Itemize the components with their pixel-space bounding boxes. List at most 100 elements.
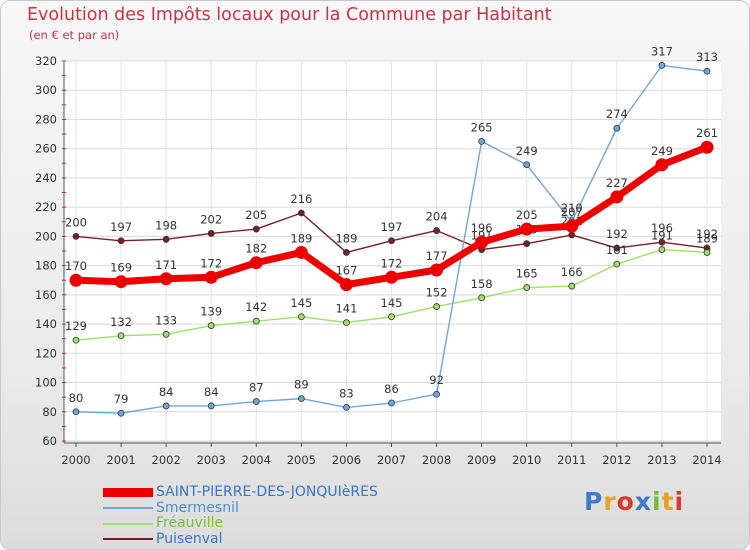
logo-letter: x [634,487,652,516]
data-label: 86 [384,382,399,396]
data-point [117,409,125,417]
x-tick-label: 2003 [197,453,226,467]
y-tick-label: 280 [35,112,57,126]
data-point [339,278,353,292]
data-point [478,137,486,145]
x-tick-label: 2007 [377,453,406,467]
y-tick-label: 180 [35,259,57,273]
data-label: 210 [561,201,583,215]
data-label: 196 [651,221,673,235]
data-point [252,317,260,325]
legend-label: SAINT-PIERRE-DES-JONQUIèRES [156,484,378,500]
data-label: 216 [290,192,312,206]
data-point [343,319,350,327]
data-point [658,238,666,246]
data-point [252,225,260,233]
x-tick-label: 2004 [242,453,271,467]
chart-subtitle: (en € et par an) [29,28,120,42]
data-label: 204 [426,210,448,224]
data-label: 171 [155,258,177,272]
y-tick-label: 60 [42,434,57,448]
data-point [162,402,170,410]
data-label: 129 [65,319,87,333]
logo-letter: o [616,487,635,516]
data-label: 189 [290,231,312,245]
x-tick-label: 2010 [512,453,541,467]
legend-item: Puisenval [103,531,378,548]
data-label: 83 [339,386,354,400]
data-label: 196 [471,221,493,235]
data-point [388,237,395,245]
data-label: 227 [606,176,628,190]
data-label: 167 [335,264,357,278]
legend-item: SAINT-PIERRE-DES-JONQUIèRES [103,484,378,501]
data-label: 249 [516,144,538,158]
logo-letter: i [652,487,662,516]
legend-swatch [103,522,153,525]
data-label: 192 [696,227,718,241]
data-point [343,403,350,411]
data-label: 200 [65,215,87,229]
y-tick-label: 160 [35,288,57,302]
x-tick-label: 2012 [602,453,631,467]
data-label: 145 [381,296,403,310]
data-point [703,67,711,75]
data-label: 249 [651,144,673,158]
x-tick-label: 2000 [61,453,90,467]
data-point [478,294,486,302]
y-tick-label: 320 [35,54,57,68]
data-label: 177 [426,249,448,263]
data-label: 172 [381,256,403,270]
data-point [72,232,80,240]
data-point [72,408,80,416]
data-point [523,161,531,169]
data-label: 197 [110,220,132,234]
data-label: 191 [651,229,673,243]
data-point [523,240,531,248]
data-label: 181 [606,243,628,257]
data-point [117,332,125,340]
data-point [159,272,173,286]
data-point [117,237,125,245]
data-point [114,275,128,289]
data-label: 207 [561,205,583,219]
data-label: 189 [335,231,357,245]
data-label: 79 [114,392,129,406]
y-tick-label: 300 [35,83,57,97]
data-label: 145 [290,296,312,310]
data-label: 205 [516,208,538,222]
y-tick-label: 220 [35,200,57,214]
data-label: 170 [65,259,87,273]
data-label: 265 [471,120,493,134]
data-label: 80 [69,391,84,405]
data-point [703,249,711,256]
data-label: 141 [335,302,357,316]
data-label: 169 [110,261,132,275]
x-tick-label: 2006 [332,453,361,467]
data-label: 192 [606,227,628,241]
logo-letter: i [674,487,685,516]
legend-label: Fréauville [156,515,224,531]
data-point [388,313,395,321]
data-point [252,398,260,405]
data-label: 139 [200,305,222,319]
line-chart: 60 80 100 120 140 160 180 200 220 240 260 280 300 320… [35,44,722,467]
legend-label: Smermesnil [156,499,239,516]
data-label: 92 [429,373,444,387]
data-point [433,303,440,310]
data-label: 182 [245,242,267,256]
data-point [162,235,170,243]
x-tick-label: 2014 [692,453,721,467]
data-point [297,395,305,403]
data-point [343,249,350,256]
data-label: 261 [696,126,718,140]
data-point [613,260,621,268]
data-point [523,284,531,291]
x-tick-label: 2011 [557,453,586,467]
data-label: 89 [294,378,309,392]
y-tick-label: 120 [35,346,57,360]
legend-swatch [103,538,153,541]
data-point [207,230,215,237]
data-point [475,235,489,249]
